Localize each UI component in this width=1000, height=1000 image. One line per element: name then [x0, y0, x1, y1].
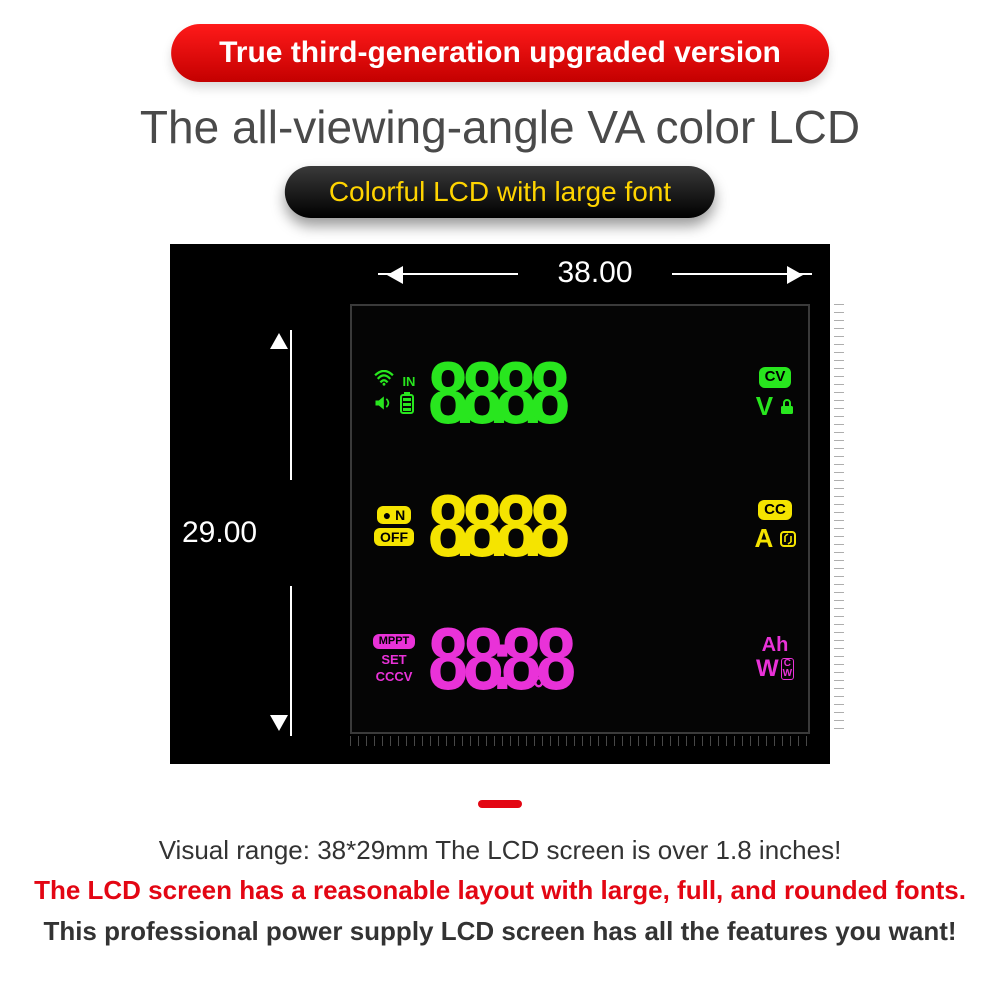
lcd-row-voltage: IN 8. 8. 8. 8 CV V [360, 330, 800, 457]
headline: The all-viewing-angle VA color LCD [0, 100, 1000, 154]
wifi-icon: IN [373, 370, 416, 388]
row1-icons: IN [360, 370, 428, 416]
watt-label: WCW [750, 656, 800, 682]
desc-line-2: The LCD screen has a reasonable layout w… [0, 870, 1000, 910]
cycle-icon [780, 523, 796, 553]
dimension-height-value: 29.00 [182, 516, 257, 550]
lcd-row-power: MPPT SET CCCV 8 8: 8 ° 8 Ah WCW [360, 595, 800, 722]
ruler-right [834, 304, 844, 734]
row1-units: CV V [750, 366, 800, 420]
desc-line-1: Visual range: 38*29mm The LCD screen is … [0, 830, 1000, 870]
dimension-width-value: 38.00 [557, 256, 632, 289]
mppt-badge: MPPT [373, 634, 416, 649]
lcd-row-current: ● N OFF 8. 8. 8. 8 CC A [360, 463, 800, 590]
cc-badge: CC [758, 500, 792, 521]
row2-digits: 8. 8. 8. 8 [428, 475, 692, 577]
in-label: IN [402, 374, 415, 389]
dimension-width: 38.00 [384, 256, 806, 290]
cv-badge: CV [759, 367, 792, 388]
badge-generation: True third-generation upgraded version [171, 24, 829, 82]
description: Visual range: 38*29mm The LCD screen is … [0, 830, 1000, 951]
row3-units: Ah WCW [750, 634, 800, 682]
arrow-right-icon [787, 266, 812, 284]
row3-icons: MPPT SET CCCV [360, 634, 428, 683]
cccv-label: CCCV [376, 670, 413, 683]
dimension-height: 29.00 [182, 330, 342, 736]
volt-label: V [750, 392, 800, 421]
set-label: SET [381, 653, 406, 666]
speaker-icon [373, 394, 393, 414]
on-badge: ● N [377, 506, 411, 524]
lcd-panel: IN 8. 8. 8. 8 CV V ● N [350, 304, 810, 734]
amp-label: A [750, 524, 800, 553]
lock-icon [780, 391, 794, 421]
desc-line-3: This professional power supply LCD scree… [0, 911, 1000, 951]
badge-subtitle: Colorful LCD with large font [285, 166, 715, 218]
row1-digits: 8. 8. 8. 8 [428, 342, 692, 444]
arrow-down-icon [270, 715, 288, 740]
off-badge: OFF [374, 528, 414, 546]
row3-digits: 8 8: 8 ° 8 [428, 608, 692, 710]
product-figure: 38.00 29.00 IN 8. 8. 8. [170, 244, 830, 764]
arrow-up-icon [270, 324, 288, 349]
arrow-left-icon [378, 266, 403, 284]
ruler-bottom [350, 736, 810, 746]
battery-icon [399, 392, 415, 416]
row2-units: CC A [750, 499, 800, 553]
row2-icons: ● N OFF [360, 506, 428, 546]
ah-label: Ah [750, 634, 800, 656]
divider-accent [478, 800, 522, 808]
